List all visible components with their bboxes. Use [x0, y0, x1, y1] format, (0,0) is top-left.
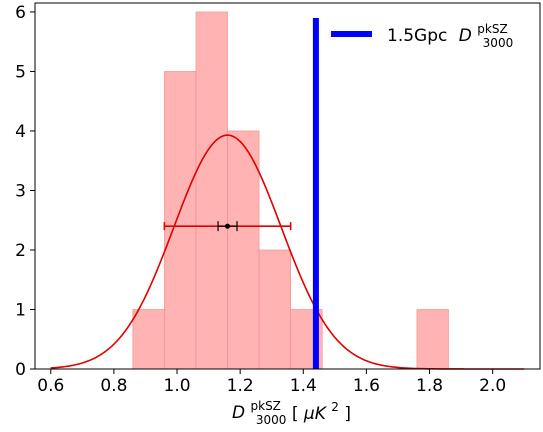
- legend-label-prefix: 1.5Gpc: [387, 26, 447, 46]
- histogram-bar: [164, 71, 197, 370]
- x-tick-label: 0.8: [100, 376, 127, 396]
- histogram-bar: [132, 309, 165, 370]
- mean-marker: [224, 223, 231, 229]
- x-axis-label-superscript: pkSZ: [251, 399, 281, 413]
- histogram-bar: [195, 11, 228, 370]
- y-tick-label: 0: [15, 360, 26, 380]
- x-axis-label: D pkSZ 3000 [ μK 2 ]: [232, 395, 351, 429]
- histogram-bars: [132, 11, 449, 370]
- histogram-bar: [416, 309, 449, 370]
- legend-label-subscript: 3000: [483, 36, 514, 50]
- x-tick-label: 1.2: [227, 376, 254, 396]
- legend-label-superscript: pkSZ: [477, 22, 507, 36]
- y-tick-label: 6: [15, 3, 26, 23]
- x-axis-label-units: μK: [303, 404, 328, 424]
- histogram-bar: [258, 249, 291, 370]
- ticks: 0.6 0.8 1.0 1.2 1.4 1.6 1.8 2.0 0 1 2 3 4 5 6: [15, 3, 506, 396]
- x-tick-label: 1.6: [353, 376, 380, 396]
- y-tick-label: 2: [15, 241, 26, 261]
- y-tick-label: 1: [15, 300, 26, 320]
- x-axis-label-subscript: 3000: [256, 413, 287, 427]
- x-axis-label-units-close: ]: [344, 404, 351, 424]
- plot-frame: [34, 2, 541, 370]
- x-tick-label: 0.6: [37, 376, 64, 396]
- x-tick-label: 1.8: [416, 376, 443, 396]
- y-tick-label: 5: [15, 62, 26, 82]
- axes: [34, 2, 541, 370]
- x-axis-label-main: D: [232, 403, 245, 423]
- histogram-bar: [227, 130, 260, 370]
- x-tick-label: 1.4: [290, 376, 317, 396]
- x-tick-label: 1.0: [164, 376, 191, 396]
- y-tick-label: 3: [15, 181, 26, 201]
- x-tick-label: 2.0: [479, 376, 506, 396]
- legend: 1.5Gpc D pkSZ 3000: [331, 18, 513, 50]
- y-tick-label: 4: [15, 122, 26, 142]
- legend-label: 1.5Gpc D pkSZ 3000: [387, 18, 513, 50]
- x-axis-label-units-power: 2: [331, 400, 339, 414]
- legend-label-main: D: [459, 26, 472, 46]
- x-axis-label-units-open: [: [292, 404, 299, 424]
